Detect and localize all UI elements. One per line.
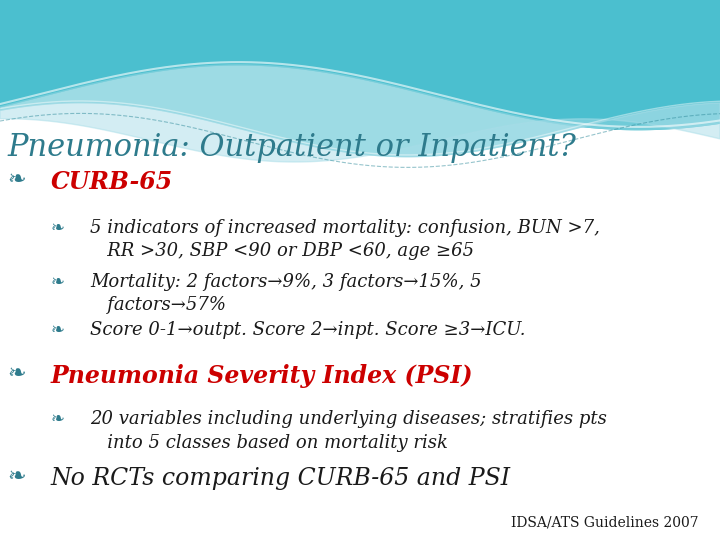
Text: ❧: ❧ xyxy=(7,170,26,190)
Text: 20 variables including underlying diseases; stratifies pts
   into 5 classes bas: 20 variables including underlying diseas… xyxy=(90,410,607,452)
Text: Score 0-1→outpt. Score 2→inpt. Score ≥3→ICU.: Score 0-1→outpt. Score 2→inpt. Score ≥3→… xyxy=(90,321,526,339)
Text: ❧: ❧ xyxy=(50,219,64,237)
Text: ❧: ❧ xyxy=(50,273,64,291)
Text: ❧: ❧ xyxy=(7,467,26,487)
Text: IDSA/ATS Guidelines 2007: IDSA/ATS Guidelines 2007 xyxy=(510,515,698,529)
Text: Mortality: 2 factors→9%, 3 factors→15%, 5
   factors→57%: Mortality: 2 factors→9%, 3 factors→15%, … xyxy=(90,273,482,314)
Text: Pneumonia Severity Index (PSI): Pneumonia Severity Index (PSI) xyxy=(50,364,473,388)
Text: ❧: ❧ xyxy=(50,410,64,428)
Text: 5 indicators of increased mortality: confusion, BUN >7,
   RR >30, SBP <90 or DB: 5 indicators of increased mortality: con… xyxy=(90,219,600,260)
Text: ❧: ❧ xyxy=(7,364,26,384)
Text: CURB-65: CURB-65 xyxy=(50,170,173,194)
Text: No RCTs comparing CURB-65 and PSI: No RCTs comparing CURB-65 and PSI xyxy=(50,467,510,490)
Text: ❧: ❧ xyxy=(50,321,64,339)
Text: Pneumonia: Outpatient or Inpatient?: Pneumonia: Outpatient or Inpatient? xyxy=(7,132,576,163)
